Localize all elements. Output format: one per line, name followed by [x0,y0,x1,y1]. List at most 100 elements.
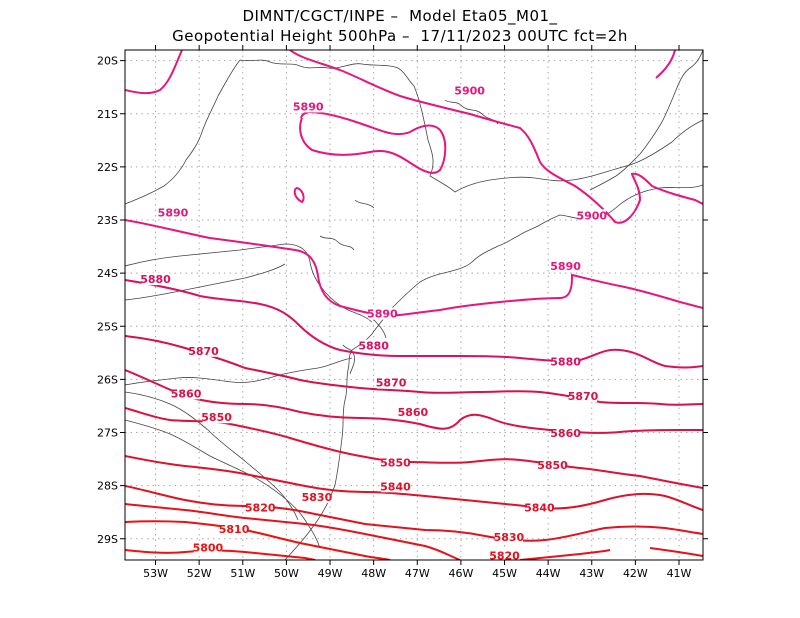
contour-5810 [125,520,391,560]
contour-label-bg-8 [551,355,580,368]
contour-label-bg-0 [455,84,484,97]
contour-label: 5890 [158,207,189,220]
border-mg [413,85,703,193]
contour-label-bg-11 [569,389,598,402]
contour-5870 [125,335,703,406]
axis-ticks: 20S 21S 22S 23S 24S 25S 26S 27S 28S 29S 53W 52W 51W 5… [97,45,708,580]
contour-label: 5900 [576,209,607,222]
lake-rs [354,199,375,209]
lat-tick-label: 26S [97,373,118,386]
lon-tick-label: 44W [536,567,561,580]
contour-5900-east [655,50,676,79]
lat-tick-label: 25S [97,320,118,333]
lon-tick-label: 48W [361,567,386,580]
contour-label-bg-2 [294,100,323,113]
contour-label-bg-21 [494,530,523,543]
bay-sp [319,235,355,251]
island-sc [342,344,355,375]
contour-label: 5830 [302,491,333,504]
contour-label-bg-18 [381,480,410,493]
contour-label-bg-19 [525,501,554,514]
contour-label: 5890 [550,260,581,273]
contour-label: 5880 [140,273,171,286]
contour-label: 5890 [293,100,324,113]
contour-label-bg-9 [189,344,218,357]
contour-label: 5800 [193,541,224,554]
border-sp-pr [125,243,373,323]
lon-tick-label: 51W [230,567,255,580]
lon-tick-label: 45W [492,567,517,580]
contour-label-bg-23 [490,549,519,562]
contour-label: 5820 [489,549,520,562]
lon-tick-label: 42W [623,567,648,580]
contour-label: 5860 [550,427,581,440]
lon-tick-label: 43W [579,567,604,580]
contour-lines [125,50,703,560]
contour-label-bg-16 [381,456,410,469]
lat-tick-label: 21S [97,108,118,121]
plot-frame [124,49,704,561]
lon-tick-label: 50W [274,567,299,580]
lat-tick-label: 20S [97,55,118,68]
contour-label: 5840 [380,480,411,493]
chart-title-line1: DIMNT/CGCT/INPE – Model Eta05_M01_ [242,7,558,25]
contour-label: 5860 [398,406,429,419]
lat-tick-label: 28S [97,480,118,493]
contour-label: 5880 [550,355,581,368]
contour-label-bg-1 [577,209,606,222]
contour-label: 5810 [219,523,250,536]
contour-label-bg-10 [377,376,406,389]
lat-tick-label: 29S [97,533,118,546]
contour-5820 [125,503,611,560]
chart-title-line2: Geopotential Height 500hPa – 17/11/2023 … [172,27,628,45]
contour-label: 5850 [380,456,411,469]
contour-label: 5830 [494,531,525,544]
contour-5890-small [293,187,305,204]
contour-label: 5850 [201,411,232,424]
contour-5900-west [125,50,183,95]
contour-label: 5820 [245,502,276,515]
contour-label: 5890 [367,308,398,321]
contour-label: 5860 [171,387,202,400]
contour-5830 [125,485,703,542]
contour-label-bg-25 [193,541,222,554]
contour-label-bg-4 [551,259,580,272]
contour-label-bg-20 [302,490,331,503]
border-paraguay [125,263,286,301]
border-ms-sp [239,59,415,87]
gridlines [125,50,703,560]
lat-tick-label: 23S [97,214,118,227]
contour-label: 5870 [568,390,599,403]
contour-label-bg-13 [398,405,427,418]
contour-label: 5840 [524,502,555,515]
contour-label-bg-17 [538,459,567,472]
contour-label: 5900 [454,85,485,98]
border-ms-go [125,59,241,205]
contour-label-bg-24 [220,522,249,535]
contour-label-bg-12 [172,387,201,400]
lon-tick-label: 46W [448,567,473,580]
lat-tick-label: 27S [97,427,118,440]
contour-label-bg-3 [158,206,187,219]
contour-5890-loop [299,110,447,174]
lon-tick-label: 41W [667,567,692,580]
lon-tick-label: 47W [405,567,430,580]
contour-5820-east [649,547,703,557]
lon-tick-label: 49W [318,567,343,580]
border-pr-sc [125,357,353,386]
contour-label-bg-14 [551,427,580,440]
contour-label: 5870 [188,345,219,358]
coastlines [125,50,703,560]
contour-label: 5870 [376,377,407,390]
contour-5890-main [125,219,703,318]
contour-label-bg-7 [359,339,388,352]
contour-label-bg-5 [368,307,397,320]
contour-label-bg-22 [246,501,275,514]
contour-label: 5850 [537,459,568,472]
lat-tick-label: 24S [97,267,118,280]
coastline-northeast [589,50,703,191]
contour-label-bg-15 [202,411,231,424]
contour-label-layer: 5900 5900 5890 5890 5890 5890 5880 5880 5880 5870… [140,84,607,562]
contour-label-bg-6 [141,273,170,286]
